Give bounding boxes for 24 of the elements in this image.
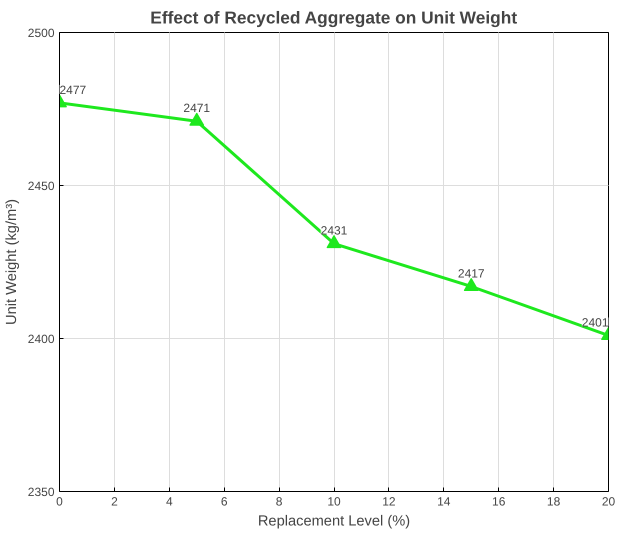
x-tick-label: 6	[220, 494, 228, 508]
point	[326, 235, 342, 248]
data-label: 2401	[582, 315, 609, 330]
x-tick-label: 16	[492, 494, 506, 508]
data-label: 2477	[60, 82, 87, 97]
x-tick-label: 8	[276, 494, 283, 508]
data-label: 2471	[183, 101, 210, 116]
y-tick-label: 2450	[28, 179, 55, 193]
y-tick-label: 2500	[28, 26, 55, 40]
x-tick-label: 14	[437, 494, 451, 508]
x-tick-label: 2	[111, 494, 118, 508]
chart-title: Effect of Recycled Aggregate on Unit Weight	[150, 8, 518, 28]
y-tick-label: 2400	[28, 332, 55, 346]
data-label: 2431	[320, 224, 348, 238]
x-tick-label: 10	[327, 494, 341, 508]
y-axis-title: Unit Weight (kg/m³)	[4, 199, 20, 325]
y-tick-label: 2350	[28, 485, 55, 499]
x-tick-label: 12	[382, 494, 396, 508]
x-tick-label: 0	[56, 494, 64, 508]
x-tick-label: 20	[602, 494, 616, 508]
data-label: 2417	[458, 266, 485, 280]
x-axis-title: Replacement Level (%)	[258, 514, 410, 530]
x-tick-label: 18	[546, 494, 561, 508]
x-tick-label: 4	[166, 494, 173, 508]
